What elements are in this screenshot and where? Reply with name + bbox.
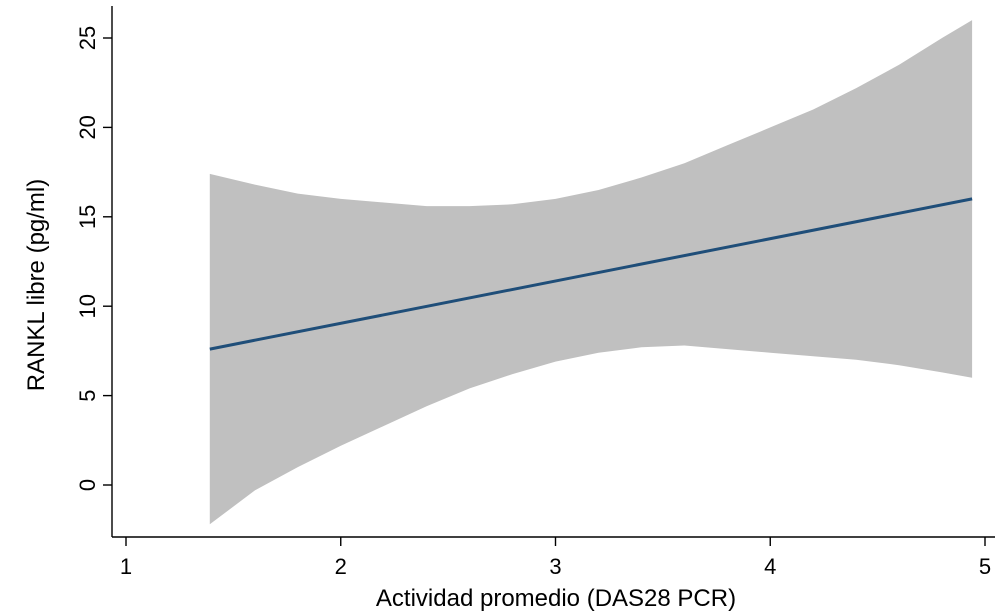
- fit-line-0: [209, 197, 973, 351]
- y-axis-title: RANKL libre (pg/ml): [23, 179, 50, 392]
- y-tick-label: 15: [75, 205, 100, 229]
- fit-line-layer: [209, 197, 973, 351]
- y-tick-label: 10: [75, 294, 100, 318]
- x-tick-label: 2: [335, 554, 347, 579]
- confidence-band: [209, 20, 973, 525]
- y-ticks: 0 5 10 15 20 25: [75, 26, 112, 491]
- x-tick-label: 1: [120, 554, 132, 579]
- x-tick-label: 5: [979, 554, 991, 579]
- x-axis-title: Actividad promedio (DAS28 PCR): [376, 585, 736, 612]
- y-tick-label: 5: [75, 389, 100, 401]
- y-tick-label: 0: [75, 479, 100, 491]
- y-tick-label: 25: [75, 26, 100, 50]
- confidence-band-layer: [209, 20, 973, 525]
- x-tick-label: 3: [549, 554, 561, 579]
- x-tick-label: 4: [764, 554, 776, 579]
- x-ticks: 1 2 3 4 5: [120, 537, 991, 579]
- y-tick-label: 20: [75, 115, 100, 139]
